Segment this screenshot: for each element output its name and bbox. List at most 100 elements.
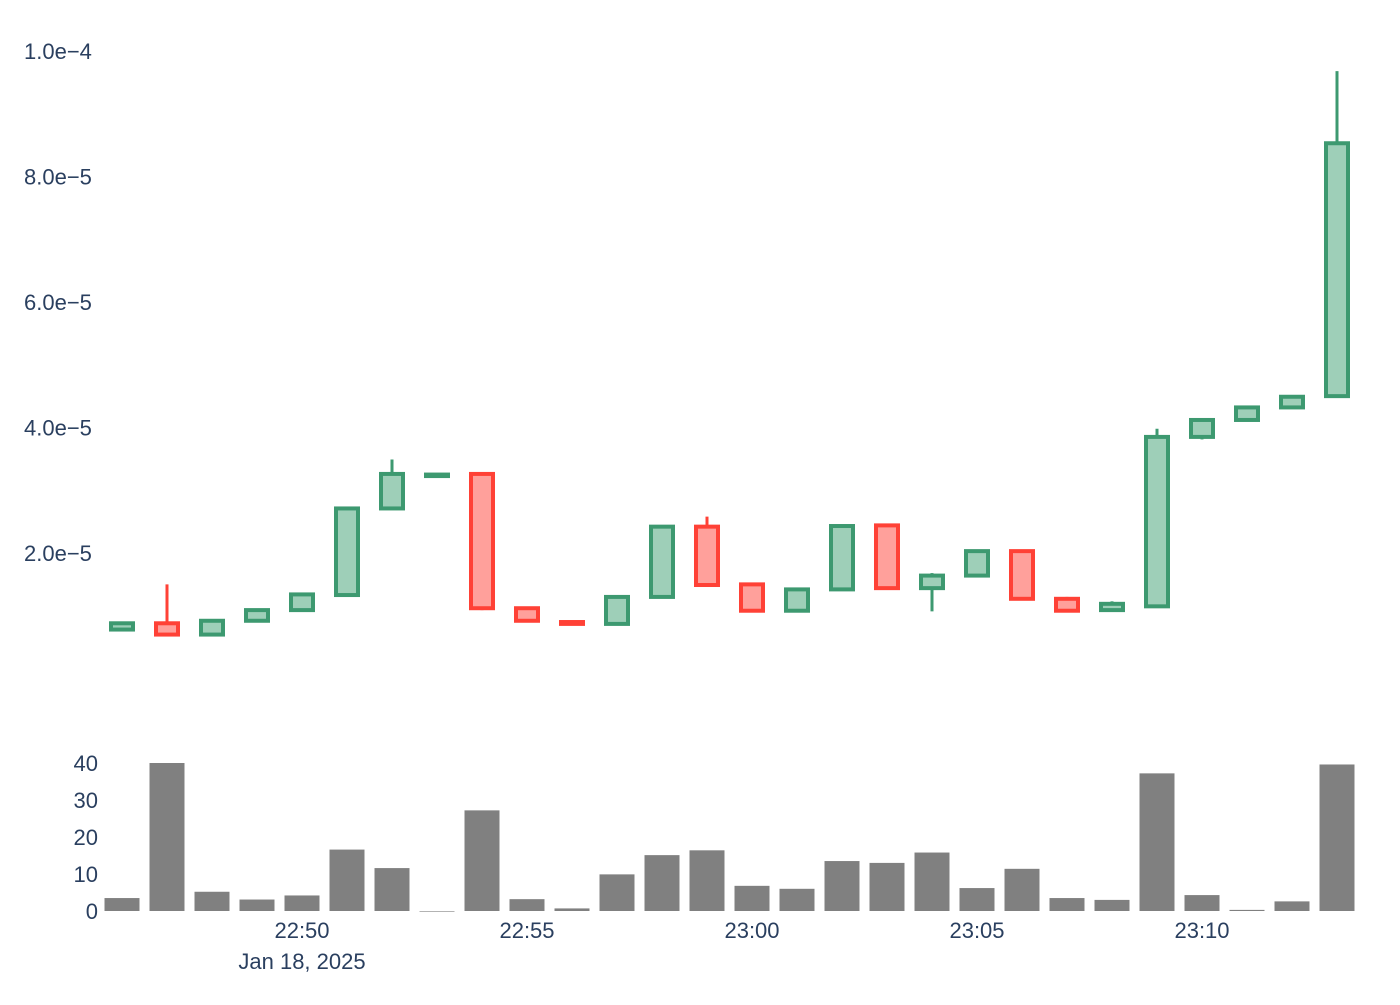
candle-body: [244, 608, 270, 623]
volume-tick-label: 20: [74, 825, 98, 850]
candle-body: [1189, 417, 1215, 439]
candle-body: [469, 471, 495, 611]
candle: [874, 523, 900, 591]
volume-bar: [554, 908, 590, 911]
volume-bar: [1319, 764, 1355, 911]
candle-body: [694, 524, 720, 588]
volume-bar: [419, 911, 455, 912]
volume-bar: [239, 899, 275, 911]
volume-bars-layer: [104, 763, 1355, 912]
candle: [469, 471, 495, 611]
candle-body: [199, 618, 225, 637]
candle-body: [874, 523, 900, 591]
x-tick-label: 23:10: [1174, 918, 1229, 943]
candle-body: [829, 524, 855, 592]
candle: [199, 618, 225, 637]
candle-body: [334, 506, 360, 598]
volume-bar: [374, 868, 410, 911]
candle: [1099, 601, 1125, 613]
candle: [964, 549, 990, 578]
candle-body: [784, 587, 810, 613]
volume-bar: [104, 898, 140, 911]
volume-bar: [149, 763, 185, 911]
volume-bar: [1139, 773, 1175, 911]
volume-axis: 0 10 20 30 40: [74, 751, 98, 924]
candle-body: [1279, 394, 1305, 410]
candle: [154, 584, 180, 637]
candle: [604, 594, 630, 626]
volume-bar: [464, 810, 500, 911]
x-axis: Jan 18, 2025 22:50 22:55 23:00 23:05 23:10: [238, 918, 1229, 974]
volume-tick-label: 40: [74, 751, 98, 776]
price-tick-label: 1.0e−4: [24, 39, 92, 64]
x-axis-date-label: Jan 18, 2025: [238, 949, 365, 974]
volume-bar: [599, 874, 635, 911]
volume-bar: [509, 899, 545, 911]
candle: [1144, 428, 1170, 609]
candle: [1234, 405, 1260, 422]
candle: [829, 524, 855, 592]
volume-bar: [959, 888, 995, 911]
candle-body: [919, 573, 945, 591]
volume-bar: [1274, 901, 1310, 911]
x-tick-label: 23:05: [949, 918, 1004, 943]
candle-body: [424, 472, 450, 479]
candle: [244, 608, 270, 623]
candle-body: [1144, 434, 1170, 609]
candle-body: [964, 549, 990, 578]
candle: [694, 516, 720, 588]
candle-body: [1009, 549, 1035, 601]
volume-bar: [779, 888, 815, 911]
volume-bar: [914, 852, 950, 911]
volume-bar: [329, 849, 365, 911]
candle: [1009, 549, 1035, 601]
volume-tick-label: 10: [74, 862, 98, 887]
volume-bar: [824, 861, 860, 911]
candle-body: [604, 594, 630, 626]
candle-body: [649, 524, 675, 599]
volume-bar: [1094, 899, 1130, 911]
candle-body: [1054, 596, 1080, 613]
candle: [1279, 394, 1305, 410]
candle-body: [109, 621, 135, 632]
candle: [649, 524, 675, 599]
volume-bar: [734, 885, 770, 911]
price-tick-label: 4.0e−5: [24, 416, 92, 441]
price-tick-label: 2.0e−5: [24, 541, 92, 566]
candle-body: [289, 592, 315, 613]
volume-bar: [1049, 898, 1085, 911]
volume-tick-label: 0: [86, 899, 98, 924]
candle: [1189, 417, 1215, 440]
price-tick-label: 8.0e−5: [24, 165, 92, 190]
candle-body: [1099, 601, 1125, 613]
candle-body: [154, 621, 180, 637]
volume-bar: [284, 895, 320, 911]
volume-tick-label: 30: [74, 788, 98, 813]
x-tick-label: 22:50: [274, 918, 329, 943]
candle: [514, 606, 540, 623]
price-tick-label: 6.0e−5: [24, 290, 92, 315]
candle-body: [559, 620, 585, 626]
price-axis: 2.0e−5 4.0e−5 6.0e−5 8.0e−5 1.0e−4: [24, 39, 92, 566]
candle: [424, 472, 450, 479]
candle-body: [1324, 141, 1350, 399]
candle: [784, 587, 810, 613]
candle: [289, 592, 315, 613]
candle: [559, 620, 585, 626]
x-tick-label: 23:00: [724, 918, 779, 943]
candle-body: [739, 582, 765, 613]
candle: [109, 621, 135, 632]
volume-bar: [644, 855, 680, 911]
candles-layer: [109, 71, 1350, 637]
candle: [1054, 596, 1080, 613]
candle: [739, 582, 765, 613]
volume-bar: [1004, 868, 1040, 911]
candle-body: [514, 606, 540, 623]
volume-bar: [869, 862, 905, 911]
candle-body: [1234, 405, 1260, 422]
candle: [379, 459, 405, 511]
volume-bar: [689, 850, 725, 911]
x-tick-label: 22:55: [499, 918, 554, 943]
